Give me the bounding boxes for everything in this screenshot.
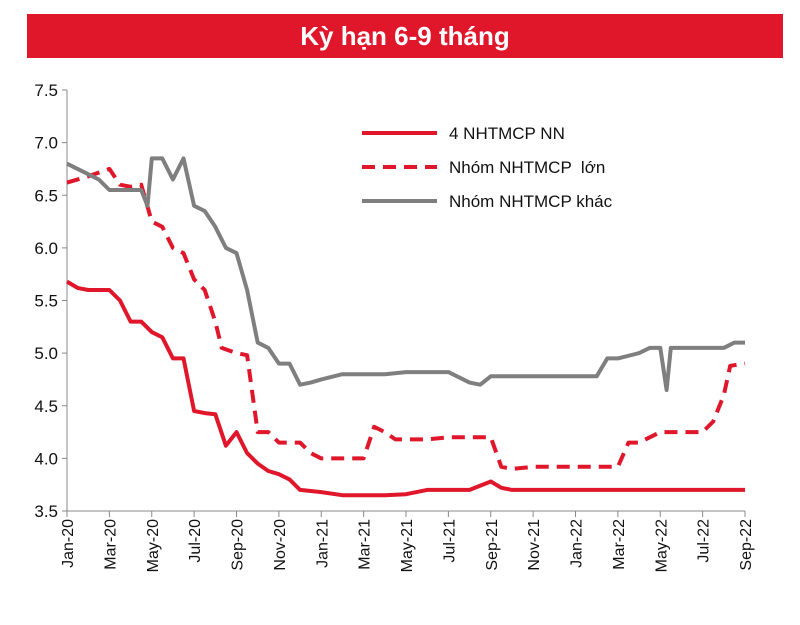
- legend: 4 NHTMCP NN Nhóm NHTMCP lớn Nhóm NHTMCP kh…: [362, 124, 613, 211]
- legend-label-2: Nhóm NHTMCP lớn: [449, 158, 605, 177]
- y-tick-label: 3.5: [34, 502, 58, 521]
- series-line-3: [66, 156, 745, 392]
- x-tick-label: Jul-22: [696, 519, 713, 563]
- x-tick-label: May-21: [399, 519, 416, 572]
- legend-label-1: 4 NHTMCP NN: [449, 124, 565, 143]
- axes: 3.5 4.0 4.5 5.0 5.5 6.0 6.5 7.0 7.5 Jan-20 Mar-20 M…: [34, 81, 755, 572]
- y-tick-label: 4.0: [34, 449, 58, 468]
- x-tick-label: Jul-21: [441, 519, 458, 563]
- x-tick-label: Nov-21: [526, 519, 543, 571]
- series-layer: [65, 156, 746, 498]
- x-tick-label: Mar-22: [611, 519, 628, 570]
- x-tick-label: Sep-22: [738, 519, 755, 571]
- chart-title: Kỳ hạn 6-9 tháng: [27, 14, 783, 58]
- x-tick-label: Sep-20: [230, 519, 247, 571]
- series-line-1: [65, 279, 745, 498]
- y-tick-label: 6.0: [34, 239, 58, 258]
- x-tick-label: Jul-20: [187, 519, 204, 563]
- y-tick-label: 7.0: [34, 134, 58, 153]
- y-tick-label: 6.5: [34, 186, 58, 205]
- x-tick-label: Mar-20: [102, 519, 119, 570]
- y-tick-label: 5.0: [34, 344, 58, 363]
- x-tick-label: Jan-21: [314, 519, 331, 568]
- x-tick-label: Sep-21: [484, 519, 501, 571]
- x-tick-label: Nov-20: [272, 519, 289, 571]
- x-tick-label: Jan-22: [569, 519, 586, 568]
- x-tick-label: Jan-20: [60, 519, 77, 568]
- series-line-2: [66, 166, 746, 471]
- y-tick-label: 5.5: [34, 292, 58, 311]
- x-tick-label: May-22: [653, 519, 670, 572]
- y-tick-label: 7.5: [34, 81, 58, 100]
- x-tick-label: May-20: [145, 519, 162, 572]
- y-tick-label: 4.5: [34, 397, 58, 416]
- legend-label-3: Nhóm NHTMCP khác: [449, 192, 613, 211]
- x-tick-label: Mar-21: [357, 519, 374, 570]
